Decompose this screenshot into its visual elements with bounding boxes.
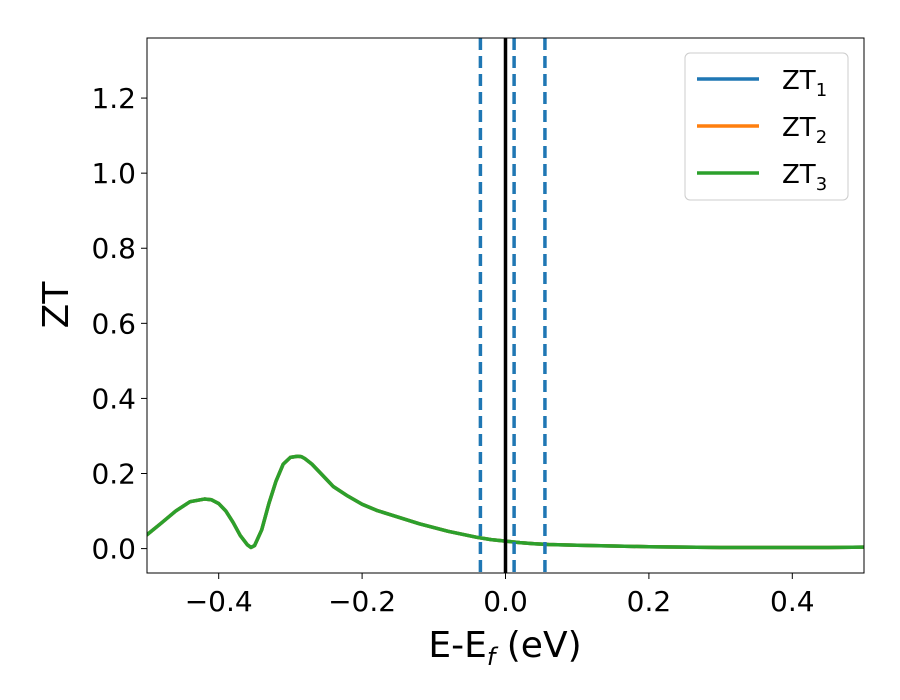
- x-axis-label: E-Ef (eV): [428, 625, 581, 671]
- x-axis-label-main: E-E: [428, 625, 486, 666]
- y-tick-label: 0.0: [91, 533, 136, 566]
- x-tick-label: −0.4: [185, 585, 253, 618]
- y-tick-label: 0.2: [91, 458, 136, 491]
- y-tick-label: 0.8: [91, 232, 136, 265]
- reference-lines: [478, 38, 547, 573]
- x-tick-label: 0.4: [770, 585, 815, 618]
- legend-label-zt3: ZT3: [782, 160, 827, 195]
- x-tick-label: −0.2: [328, 585, 396, 618]
- x-axis-label-unit: (eV): [495, 625, 581, 666]
- x-tick-label: 0.0: [483, 585, 528, 618]
- legend-label-zt3-main: ZT: [782, 160, 816, 190]
- legend-label-zt2-sub: 2: [816, 127, 827, 148]
- legend-label-zt1: ZT1: [782, 66, 827, 101]
- series-line-zt3: [147, 454, 864, 550]
- legend-label-zt1-sub: 1: [816, 80, 827, 101]
- legend-label-zt2-main: ZT: [782, 113, 816, 143]
- legend-box: [684, 52, 849, 201]
- x-tick-label: 0.2: [627, 585, 672, 618]
- plot-area: [147, 454, 864, 550]
- y-tick-label: 1.2: [91, 82, 136, 115]
- y-tick-label: 0.6: [91, 307, 136, 340]
- y-tick-label: 0.4: [91, 382, 136, 415]
- legend-label-zt1-main: ZT: [782, 66, 816, 96]
- legend-label-zt3-sub: 3: [816, 174, 827, 195]
- y-tick-label: 1.0: [91, 157, 136, 190]
- legend: ZT1 ZT2 ZT3: [684, 52, 849, 201]
- tick-marks: −0.4 −0.2 0.0 0.2 0.4 0.0 0.2 0.4 0.6 0.8 1.0 1.2: [91, 82, 814, 618]
- y-axis-label: ZT: [36, 281, 77, 329]
- legend-label-zt2: ZT2: [782, 113, 827, 148]
